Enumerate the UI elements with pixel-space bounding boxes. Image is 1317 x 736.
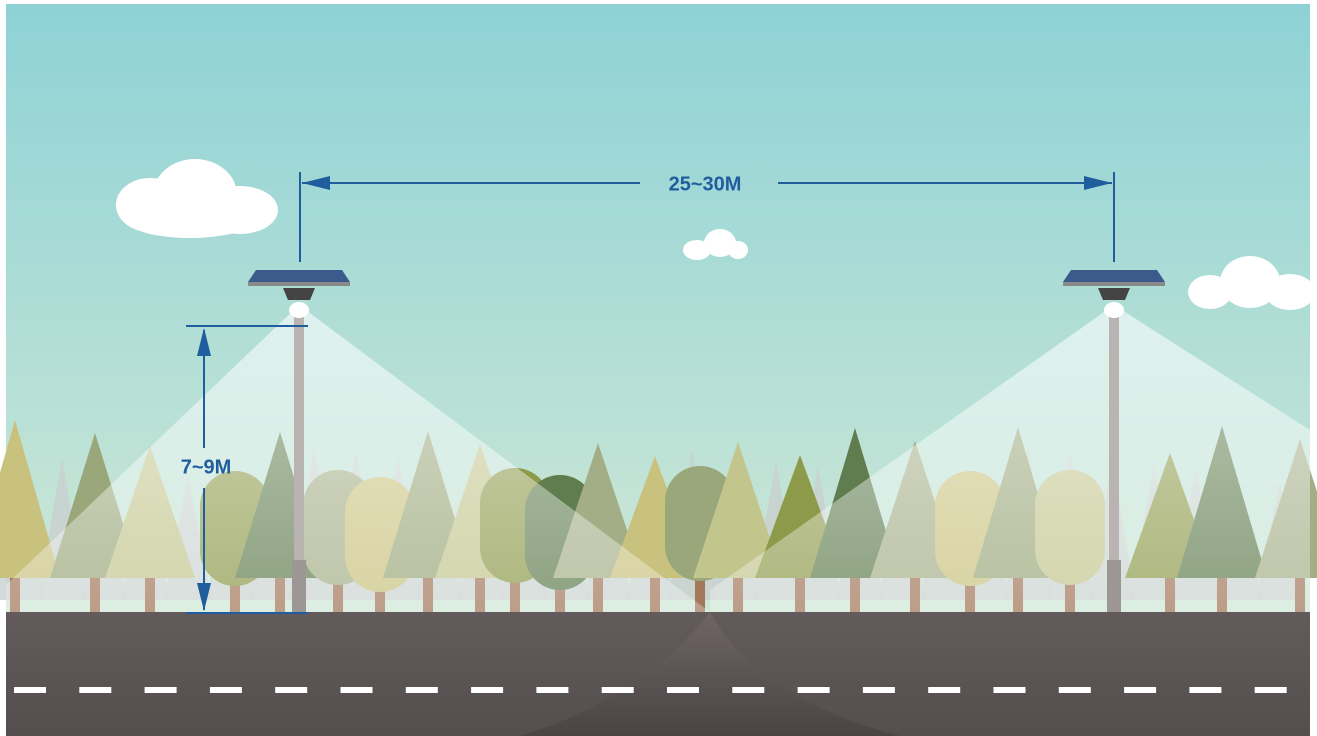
light-pool (6, 612, 710, 736)
lane-dash (1124, 687, 1157, 693)
lane-dash (993, 687, 1026, 693)
light-pool (710, 612, 1310, 736)
clouds (116, 159, 1315, 310)
lane-dash (144, 687, 177, 693)
cloud (683, 229, 748, 260)
lane-dash (340, 687, 373, 693)
lane-dash (601, 687, 634, 693)
lane-dash (1254, 687, 1287, 693)
spacing-label: 25~30M (669, 173, 742, 195)
lane-markings (14, 687, 1287, 693)
lane-dash (405, 687, 438, 693)
lane-dash (1189, 687, 1222, 693)
cloud (1188, 256, 1315, 310)
lane-dash (14, 687, 46, 693)
lane-dash (471, 687, 504, 693)
height-label: 7~9M (181, 456, 232, 478)
lane-dash (536, 687, 569, 693)
street-light (1063, 270, 1165, 612)
lane-dash (209, 687, 242, 693)
lane-dash (79, 687, 112, 693)
lane-dash (797, 687, 830, 693)
cloud (116, 159, 278, 238)
height-dimension (186, 325, 308, 614)
tree-trunk (695, 560, 705, 612)
lane-dash (667, 687, 699, 693)
lane-dash (275, 687, 308, 693)
tree (0, 420, 60, 578)
tree (693, 442, 783, 578)
light-beam (710, 305, 1310, 612)
spacing-dimension (299, 172, 1115, 262)
lane-dash (1058, 687, 1091, 693)
lane-dash (862, 687, 895, 693)
lane-dash (732, 687, 765, 693)
lane-dash (928, 687, 961, 693)
street-light (248, 270, 350, 612)
light-beam (6, 305, 710, 612)
